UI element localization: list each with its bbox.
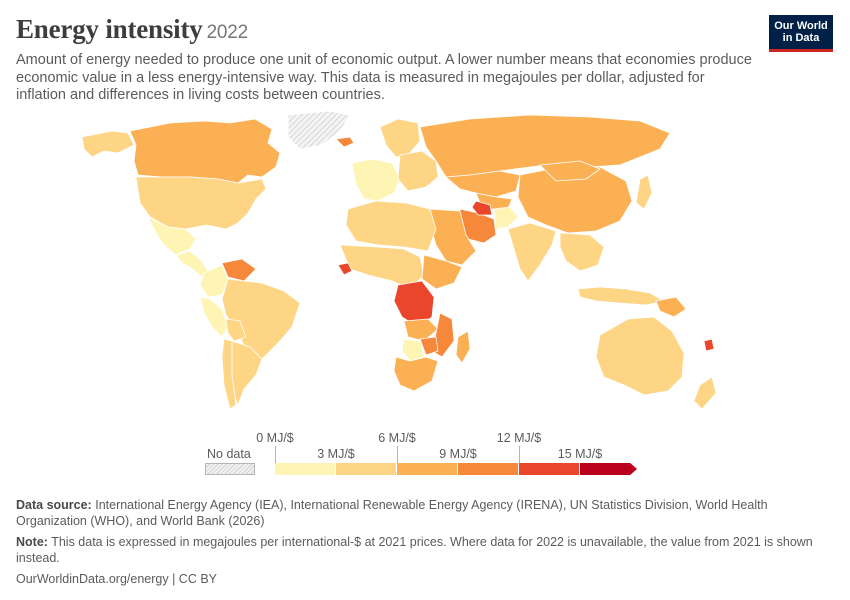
legend-tick-line [397, 446, 398, 463]
legend-tick-label: 12 MJ/$ [496, 431, 542, 445]
country-alaska[interactable] [81, 130, 135, 158]
country-mexico[interactable] [147, 216, 197, 256]
owid-logo[interactable]: Our World in Data [769, 15, 833, 52]
country-western-europe[interactable] [351, 158, 401, 202]
legend-tick-label: 6 MJ/$ [378, 431, 416, 445]
country-central-america[interactable] [175, 250, 209, 278]
country-scandinavia[interactable] [379, 118, 421, 158]
data-source: Data source: International Energy Agency… [16, 498, 768, 528]
country-papua-new-guinea[interactable] [655, 296, 687, 318]
legend-bin-5[interactable] [519, 463, 580, 475]
country-zimbabwe[interactable] [419, 336, 439, 356]
legend-no-data-swatch [205, 463, 255, 475]
legend-bin-6[interactable] [580, 463, 637, 475]
country-botswana[interactable] [401, 338, 425, 362]
legend-bin-2[interactable] [336, 463, 397, 475]
country-afghanistan[interactable] [493, 206, 519, 230]
country-ethiopia[interactable] [421, 254, 463, 290]
country-canada[interactable] [129, 118, 281, 184]
country-greenland[interactable] [287, 110, 351, 150]
country-australia[interactable] [595, 316, 685, 396]
country-sierra-leone[interactable] [337, 262, 353, 276]
legend-tick-label: 0 MJ/$ [256, 431, 294, 445]
legend-tick-label: 15 MJ/$ [557, 447, 603, 461]
country-turkmenistan[interactable] [471, 200, 493, 216]
country-bolivia[interactable] [225, 318, 247, 342]
country-india[interactable] [507, 222, 557, 282]
legend-bin-3[interactable] [397, 463, 458, 475]
country-peru[interactable] [199, 296, 229, 338]
chart-note: Note: This data is expressed in megajoul… [16, 535, 813, 565]
country-north-africa[interactable] [345, 200, 437, 252]
country-japan[interactable] [635, 174, 653, 210]
legend-bin-4[interactable] [458, 463, 519, 475]
country-new-zealand[interactable] [693, 376, 717, 410]
country-russia[interactable] [419, 114, 671, 178]
country-colombia[interactable] [199, 264, 229, 298]
country-pacific-islands[interactable] [703, 338, 715, 352]
country-united-states[interactable] [135, 176, 267, 230]
country-madagascar[interactable] [455, 330, 471, 364]
legend-no-data-label: No data [207, 447, 251, 461]
legend-bin-1[interactable] [275, 463, 336, 475]
chart-year: 2022 [206, 22, 249, 43]
country-zambia[interactable] [403, 318, 439, 342]
country-venezuela[interactable] [221, 258, 257, 282]
country-indonesia[interactable] [577, 286, 665, 306]
country-south-east-asia[interactable] [559, 232, 605, 272]
legend-tick-label: 9 MJ/$ [439, 447, 477, 461]
country-brazil[interactable] [221, 278, 301, 360]
country-iceland[interactable] [335, 136, 355, 148]
chart-title: Energy intensity 2022 [16, 14, 249, 44]
world-map [81, 110, 717, 410]
map-legend: No data 0 MJ/$ 6 MJ/$ 12 MJ/$ 3 MJ/$ 9 MJ/$ 1… [200, 428, 660, 488]
chart-subtitle: Amount of energy needed to produce one u… [16, 52, 752, 103]
legend-tick-line [275, 446, 276, 463]
source-link[interactable]: OurWorldinData.org/energy | CC BY [16, 572, 218, 586]
country-mongolia[interactable] [539, 160, 601, 182]
country-south-africa[interactable] [393, 356, 439, 392]
country-chile[interactable] [221, 338, 237, 410]
country-kazakhstan[interactable] [445, 170, 521, 198]
legend-tick-line [519, 446, 520, 463]
legend-tick-label: 3 MJ/$ [317, 447, 355, 461]
country-eastern-europe[interactable] [397, 150, 439, 192]
